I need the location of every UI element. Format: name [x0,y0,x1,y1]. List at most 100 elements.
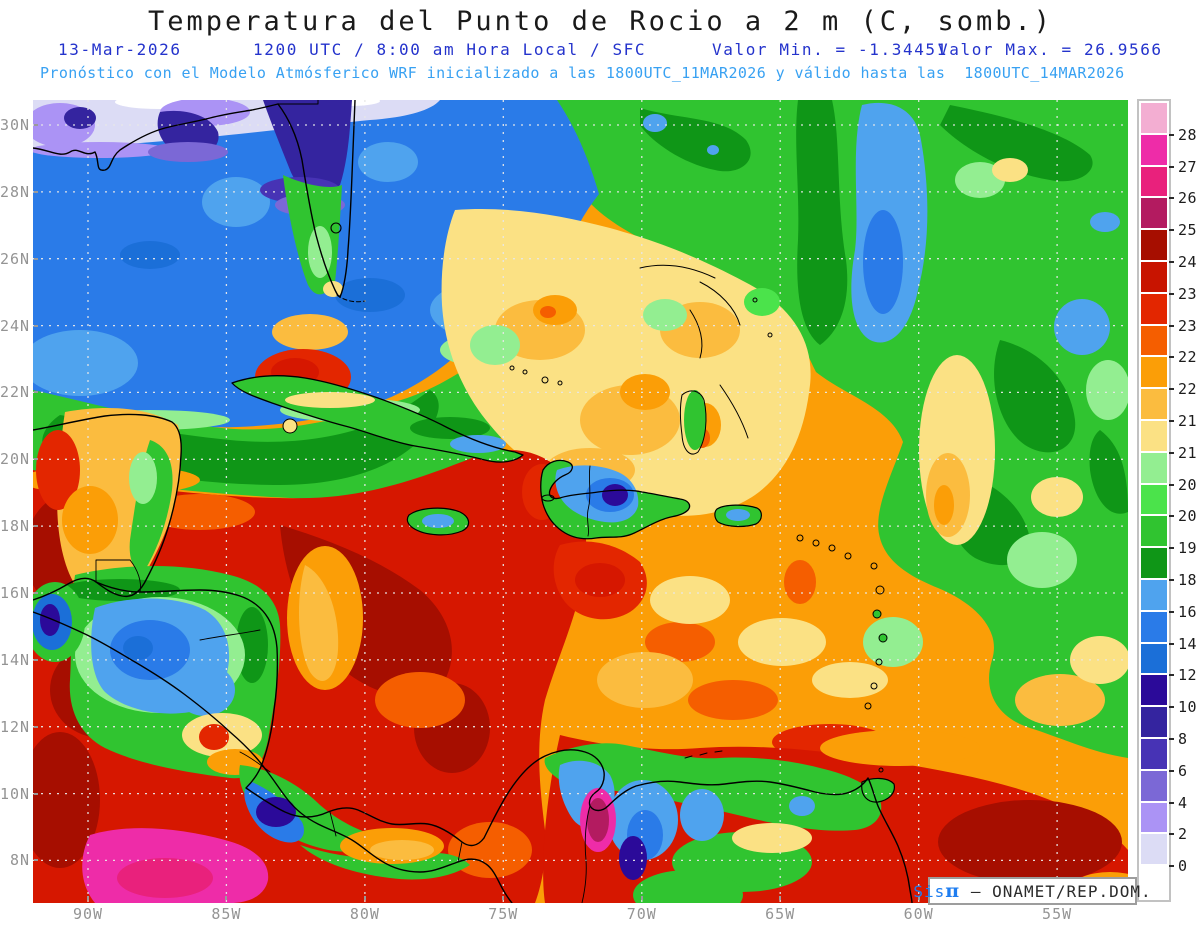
colorbar-label: 23 [1178,316,1198,335]
lat-label: 8N [9,851,30,870]
valor-max-label: Valor Max. = 26.9566 [938,40,1163,59]
colorbar-cell [1141,389,1167,421]
colorbar-label: 22 [1178,380,1198,399]
watermark-org: – ONAMET/REP.DOM. [960,881,1152,901]
colorbar-label: 25 [1178,221,1198,240]
colorbar-cell [1141,834,1167,867]
lat-tick [34,190,38,193]
lat-tick [34,257,38,260]
colorbar-tick [1169,356,1174,359]
colorbar-cell [1141,293,1167,326]
lon-label: 80W [349,905,380,923]
colorbar-cell [1141,452,1167,485]
lat-label: 26N [0,249,31,268]
colorbar-cell [1141,484,1167,517]
lat-tick [34,391,38,394]
colorbar-cell [1141,166,1167,199]
colorbar-label: 23.5 [1178,284,1200,303]
colorbar-cell [1141,261,1167,294]
colorbar-label: 22.5 [1178,348,1200,367]
colorbar-label: 4 [1178,793,1188,812]
colorbar-tick [1169,579,1174,581]
colorbar-tick [1169,642,1174,645]
colorbar-cell [1141,198,1167,231]
model-init-line: Pronóstico con el Modelo Atmósferico WRF… [40,64,1125,82]
colorbar-tick [1169,547,1174,550]
lon-label: 70W [626,905,657,923]
colorbar-tick [1169,165,1174,168]
colorbar-label: 24.5 [1178,253,1200,271]
colorbar-cell [1141,866,1167,898]
lon-tick [87,896,89,900]
colorbar-label: 20.5 [1178,475,1200,494]
colorbar-tick [1169,292,1174,295]
lat-label: 30N [0,116,31,134]
lat-label: 16N [0,584,31,602]
lat-label: 18N [0,517,31,536]
colorbar-label: 21 [1178,443,1198,462]
colorbar-cell [1141,643,1167,676]
colorbar-label: 12 [1178,666,1198,685]
lat-tick [34,324,38,327]
lat-tick [34,458,38,461]
lat-label: 22N [0,383,31,402]
coastline-layer [33,100,913,903]
colorbar-tick [1169,483,1174,486]
colorbar-tick [1169,133,1174,136]
colorbar-cell [1141,770,1167,803]
colorbar-label: 21.5 [1178,412,1200,430]
colorbar-tick [1169,833,1174,836]
colorbar-cell [1141,548,1167,580]
colorbar-cell [1141,357,1167,390]
colorbar-cell [1141,325,1167,358]
colorbar-tick [1169,865,1174,868]
lon-tick [363,896,366,900]
map-fill-layer [33,100,1128,903]
colorbar-label: 2 [1178,825,1188,844]
colorbar-label: 10 [1178,698,1198,717]
colorbar-cell [1141,134,1167,167]
colorbar-tick [1169,324,1174,327]
colorbar-label: 14 [1178,634,1198,653]
lon-tick [779,896,782,900]
colorbar-cell [1141,611,1167,644]
lat-tick [34,859,38,862]
colorbar-tick [1169,610,1174,613]
gridlines [33,100,1128,903]
colorbar-tick [1169,261,1174,263]
colorbar-label: 28 [1178,125,1198,144]
colorbar-cell [1141,738,1167,771]
lat-tick [34,592,38,594]
colorbar-tick [1169,801,1174,804]
colorbar-tick [1169,769,1174,772]
lat-label: 12N [0,717,31,736]
colorbar-label: 19 [1178,539,1198,558]
colorbar-cell [1141,675,1167,708]
colorbar-cell [1141,802,1167,835]
colorbar-tick [1169,515,1174,518]
colorbar-tick [1169,197,1174,200]
lon-tick [225,896,228,900]
lon-tick [502,896,505,900]
page-title: Temperatura del Punto de Rocio a 2 m (C,… [148,6,1054,37]
lat-label: 20N [0,450,31,469]
watermark-box: Sis π – ONAMET/REP.DOM. [913,877,1151,905]
colorbar-cell [1141,707,1167,739]
lat-label: 10N [0,784,31,803]
lon-tick [640,896,643,900]
lon-label: 90W [72,905,104,923]
colorbar-label: 8 [1178,730,1188,748]
colorbar-tick [1169,420,1174,422]
forecast-time: 1200 UTC / 8:00 am Hora Local / SFC [253,40,647,59]
lon-label: 75W [488,905,519,923]
lat-tick [34,525,38,528]
colorbar-tick [1169,738,1174,740]
lon-label: 65W [765,905,796,923]
colorbar-label: 27 [1178,157,1198,176]
watermark-pi-icon: π [945,880,961,902]
lat-label: 24N [0,316,31,335]
lon-tick [917,896,920,900]
valor-min-label: Valor Min. = -1.34451 [712,40,948,59]
colorbar-tick [1169,388,1174,391]
